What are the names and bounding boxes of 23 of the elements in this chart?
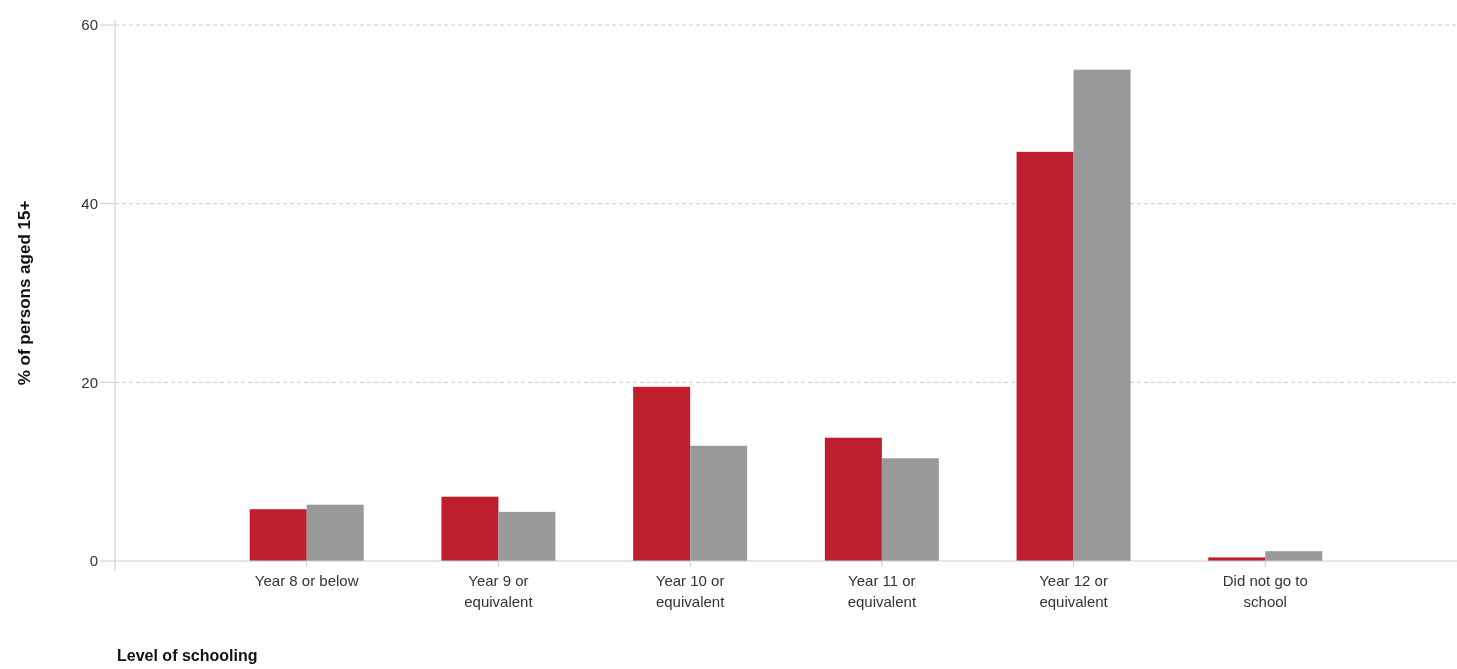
bar [1265,551,1323,561]
bar [690,445,748,561]
bar [498,511,556,561]
bar [881,458,939,561]
y-tick-label: 20 [81,373,98,391]
bar [306,504,364,561]
y-tick-label: 60 [81,16,98,34]
y-tick-label: 0 [89,552,98,570]
x-tick-label: Did not go to school [1222,572,1308,610]
bar [249,509,307,561]
x-tick-label: Year 11 or equivalent [847,572,917,610]
x-tick-label: Year 9 or equivalent [464,572,534,610]
x-tick-label: Year 8 or below [254,572,359,589]
bar [633,386,691,561]
bar [1016,151,1074,561]
x-axis-title: Level of schooling [117,647,258,664]
bar [1073,69,1131,561]
x-tick-label: Year 10 or equivalent [655,572,726,610]
y-tick-label: 40 [81,194,98,212]
bar [441,496,499,561]
bar [824,437,882,561]
y-axis-title: % of persons aged 15+ [15,200,34,386]
x-tick-label: Year 12 or equivalent [1039,572,1109,610]
